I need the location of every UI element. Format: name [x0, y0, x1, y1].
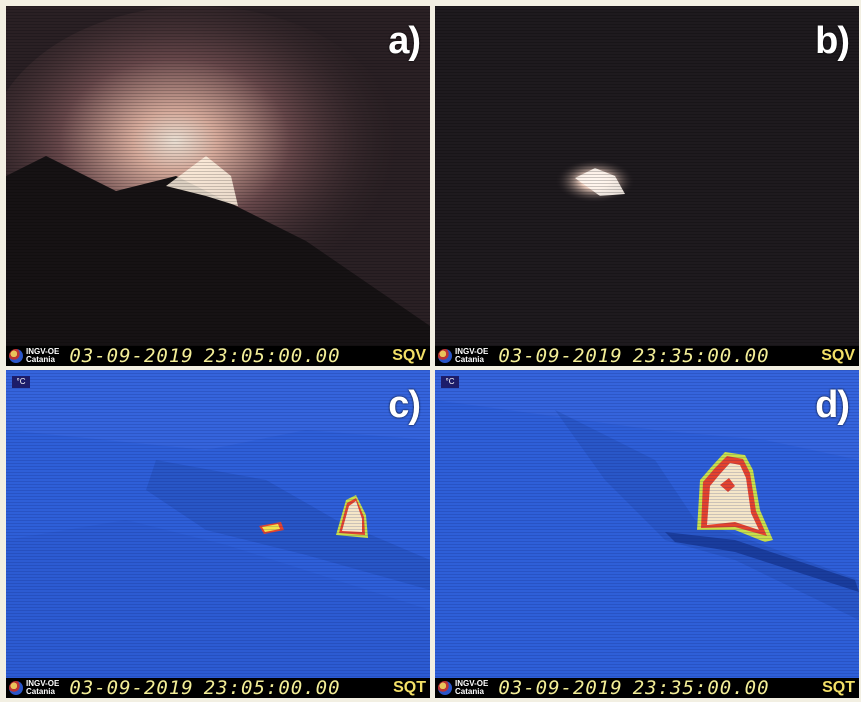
institute-logo-icon: [9, 349, 23, 363]
time-stamp: 23:05:00.00: [203, 677, 341, 698]
institute-name: INGV-OE: [455, 347, 489, 356]
temperature-unit-badge: °C: [12, 376, 30, 388]
panel-letter: a): [388, 20, 421, 62]
visible-scene-a: [6, 6, 430, 366]
timestamp-bar: INGV-OE Catania 03-09-2019 23:35:00.00 S…: [435, 345, 859, 366]
institute-city: Catania: [26, 687, 55, 696]
visible-scene-b: [435, 6, 859, 366]
date-stamp: 03-09-2019: [498, 345, 623, 366]
panel-a-visible: a) INGV-OE Catania 03-09-2019 23:05:00.0…: [6, 6, 430, 366]
panel-d-thermal: °C d) INGV-OE Catania 03-09-2019 23:35:0…: [435, 370, 859, 698]
thermal-scene-d: [435, 370, 859, 698]
temperature-unit-badge: °C: [441, 376, 459, 388]
camera-code: SQT: [822, 679, 855, 696]
institute-label: INGV-OE Catania: [455, 348, 488, 364]
institute-name: INGV-OE: [455, 679, 489, 688]
panel-letter: b): [815, 20, 850, 62]
camera-code: SQV: [821, 347, 855, 364]
institute-city: Catania: [455, 687, 484, 696]
date-stamp: 03-09-2019: [498, 677, 623, 698]
panel-b-visible: b) INGV-OE Catania 03-09-2019 23:35:00.0…: [435, 6, 859, 366]
time-stamp: 23:35:00.00: [632, 677, 770, 698]
institute-logo-icon: [438, 349, 452, 363]
time-stamp: 23:35:00.00: [632, 345, 770, 366]
panel-letter: c): [388, 384, 421, 426]
date-stamp: 03-09-2019: [69, 677, 194, 698]
institute-city: Catania: [26, 355, 55, 364]
institute-name: INGV-OE: [26, 679, 60, 688]
timestamp-bar: INGV-OE Catania 03-09-2019 23:05:00.00 S…: [6, 677, 430, 698]
institute-logo-icon: [9, 681, 23, 695]
panel-c-thermal: °C c) INGV-OE Catania 03-09-2019 23:05:0…: [6, 370, 430, 698]
timestamp-bar: INGV-OE Catania 03-09-2019 23:05:00.00 S…: [6, 345, 430, 366]
institute-label: INGV-OE Catania: [26, 348, 59, 364]
timestamp-bar: INGV-OE Catania 03-09-2019 23:35:00.00 S…: [435, 677, 859, 698]
institute-logo-icon: [438, 681, 452, 695]
date-stamp: 03-09-2019: [69, 345, 194, 366]
institute-city: Catania: [455, 355, 484, 364]
thermal-scene-c: [6, 370, 430, 698]
time-stamp: 23:05:00.00: [203, 345, 341, 366]
panel-letter: d): [815, 384, 850, 426]
camera-code: SQT: [393, 679, 426, 696]
institute-label: INGV-OE Catania: [26, 680, 59, 696]
institute-name: INGV-OE: [26, 347, 60, 356]
institute-label: INGV-OE Catania: [455, 680, 488, 696]
camera-code: SQV: [392, 347, 426, 364]
